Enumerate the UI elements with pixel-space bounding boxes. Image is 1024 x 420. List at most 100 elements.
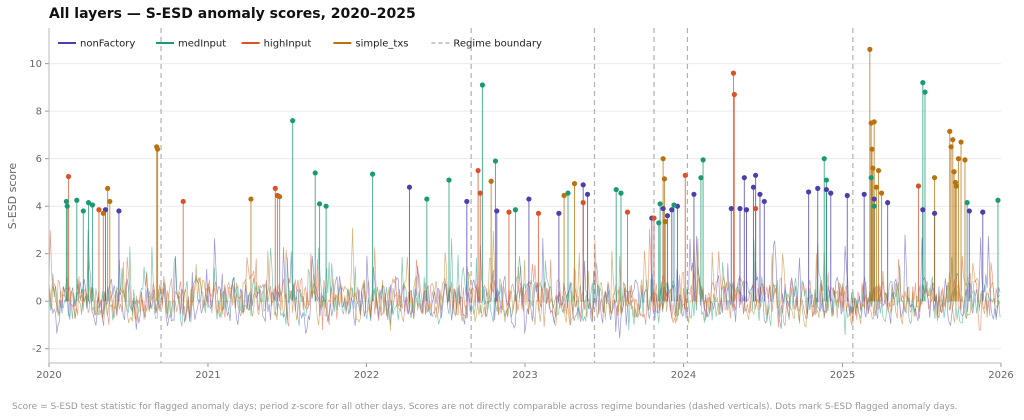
anomaly-point-medInput [698,175,704,181]
anomaly-point-simple_txs [277,194,283,200]
anomaly-point-medInput [922,89,928,95]
anomaly-point-simple_txs [100,210,106,216]
legend: nonFactory medInput highInput simple_txs Reg… [58,39,542,50]
anomaly-point-nonFactory [556,210,562,216]
anomaly-point-highInput [682,172,688,178]
anomaly-point-simple_txs [870,165,876,171]
anomaly-point-medInput [671,202,677,208]
y-tick-label: 8 [36,107,42,118]
anomaly-point-nonFactory [844,192,850,199]
x-tick-label: 2024 [671,370,696,381]
anomaly-point-simple_txs [931,175,938,181]
anomaly-point-medInput [618,190,624,196]
anomaly-point-nonFactory [823,186,830,193]
anomaly-point-highInput [624,209,631,215]
anomaly-point-simple_txs [950,137,956,143]
anomaly-point-nonFactory [584,191,591,197]
anomaly-point-simple_txs [948,144,954,150]
anomaly-point-simple_txs [955,156,962,162]
anomaly-point-medInput [316,201,323,207]
anomaly-point-simple_txs [871,119,877,125]
anomaly-point-nonFactory [743,207,750,213]
anomaly-point-nonFactory [669,207,675,213]
anomaly-point-nonFactory [580,182,586,188]
anomaly-point-highInput [506,209,512,215]
y-tick-label: 10 [29,59,42,70]
legend-label-nonFactory: nonFactory [80,39,135,50]
anomaly-point-medInput [424,196,430,202]
y-tick-label: -2 [32,344,42,355]
anomaly-dots [63,46,1001,226]
anomaly-point-simple_txs [488,178,494,184]
anomaly-point-simple_txs [867,46,873,52]
anomaly-point-simple_txs [878,190,885,196]
anomaly-point-medInput [565,190,571,196]
x-tick-label: 2026 [988,370,1013,381]
anomaly-point-highInput [651,215,657,221]
anomaly-point-medInput [995,197,1001,203]
anomaly-point-simple_txs [662,219,668,225]
anomaly-stems [65,49,999,302]
anomaly-point-nonFactory [885,200,891,206]
anomaly-point-nonFactory [966,208,972,214]
anomaly-point-simple_txs [660,156,666,162]
anomaly-point-nonFactory [828,190,834,196]
y-axis-label: S-ESD score [6,163,19,230]
anomaly-point-simple_txs [875,167,882,174]
anomaly-point-highInput [731,91,737,98]
axes: -2 0 2 4 6 8 10 2020 2021 2022 2023 2024 2025 2026 [29,28,1014,381]
anomaly-point-medInput [920,80,926,86]
anomaly-point-highInput [915,183,922,189]
anomaly-point-simple_txs [951,169,957,175]
anomaly-point-medInput [312,170,318,176]
anomaly-point-nonFactory [494,208,500,214]
anomaly-point-nonFactory [753,172,759,178]
anomaly-point-medInput [323,203,329,209]
anomaly-point-simple_txs [571,181,578,187]
anomaly-point-medInput [700,157,706,163]
anomaly-point-highInput [753,205,759,212]
anomaly-point-nonFactory [737,205,743,212]
legend-label-highInput: highInput [264,39,312,50]
anomaly-point-nonFactory [660,205,666,212]
anomaly-point-medInput [823,177,830,183]
anomaly-point-simple_txs [105,185,111,191]
anomaly-point-medInput [964,200,970,206]
anomaly-point-nonFactory [116,208,122,214]
anomaly-point-nonFactory [464,198,470,205]
series-trace-simple_txs [48,227,1001,331]
anomaly-point-medInput [446,177,452,183]
chart-title: All layers — S-ESD anomaly scores, 2020–… [49,6,416,22]
anomaly-point-nonFactory [741,175,747,181]
anomaly-point-simple_txs [107,198,113,205]
anomaly-point-highInput [477,190,483,196]
anomaly-point-nonFactory [691,191,697,197]
anomaly-point-simple_txs [661,176,668,182]
anomaly-point-medInput [290,118,296,124]
anomaly-point-highInput [272,185,278,191]
y-tick-label: 4 [36,202,42,213]
anomaly-point-medInput [512,207,519,213]
legend-label-medInput: medInput [178,39,226,50]
anomaly-point-simple_txs [154,146,161,152]
anomaly-point-highInput [96,207,102,213]
anomaly-point-medInput [479,82,486,88]
anomaly-point-nonFactory [526,196,532,202]
anomaly-point-medInput [656,220,662,226]
anomaly-point-simple_txs [958,139,964,145]
anomaly-point-simple_txs [869,146,875,152]
x-tick-label: 2020 [36,370,61,381]
anomaly-point-medInput [89,202,96,208]
anomaly-point-simple_txs [873,184,879,190]
anomaly-point-medInput [64,203,70,209]
anomaly-point-simple_txs [962,157,968,163]
anomaly-point-nonFactory [815,185,821,191]
background-series-lines [48,227,1001,339]
anomaly-point-medInput [657,201,663,207]
anomaly-point-medInput [613,186,619,193]
anomaly-point-nonFactory [728,205,734,212]
anomaly-point-simple_txs [947,128,953,134]
x-tick-label: 2022 [354,370,379,381]
anomaly-point-highInput [730,70,737,76]
anomaly-point-highInput [475,167,481,174]
